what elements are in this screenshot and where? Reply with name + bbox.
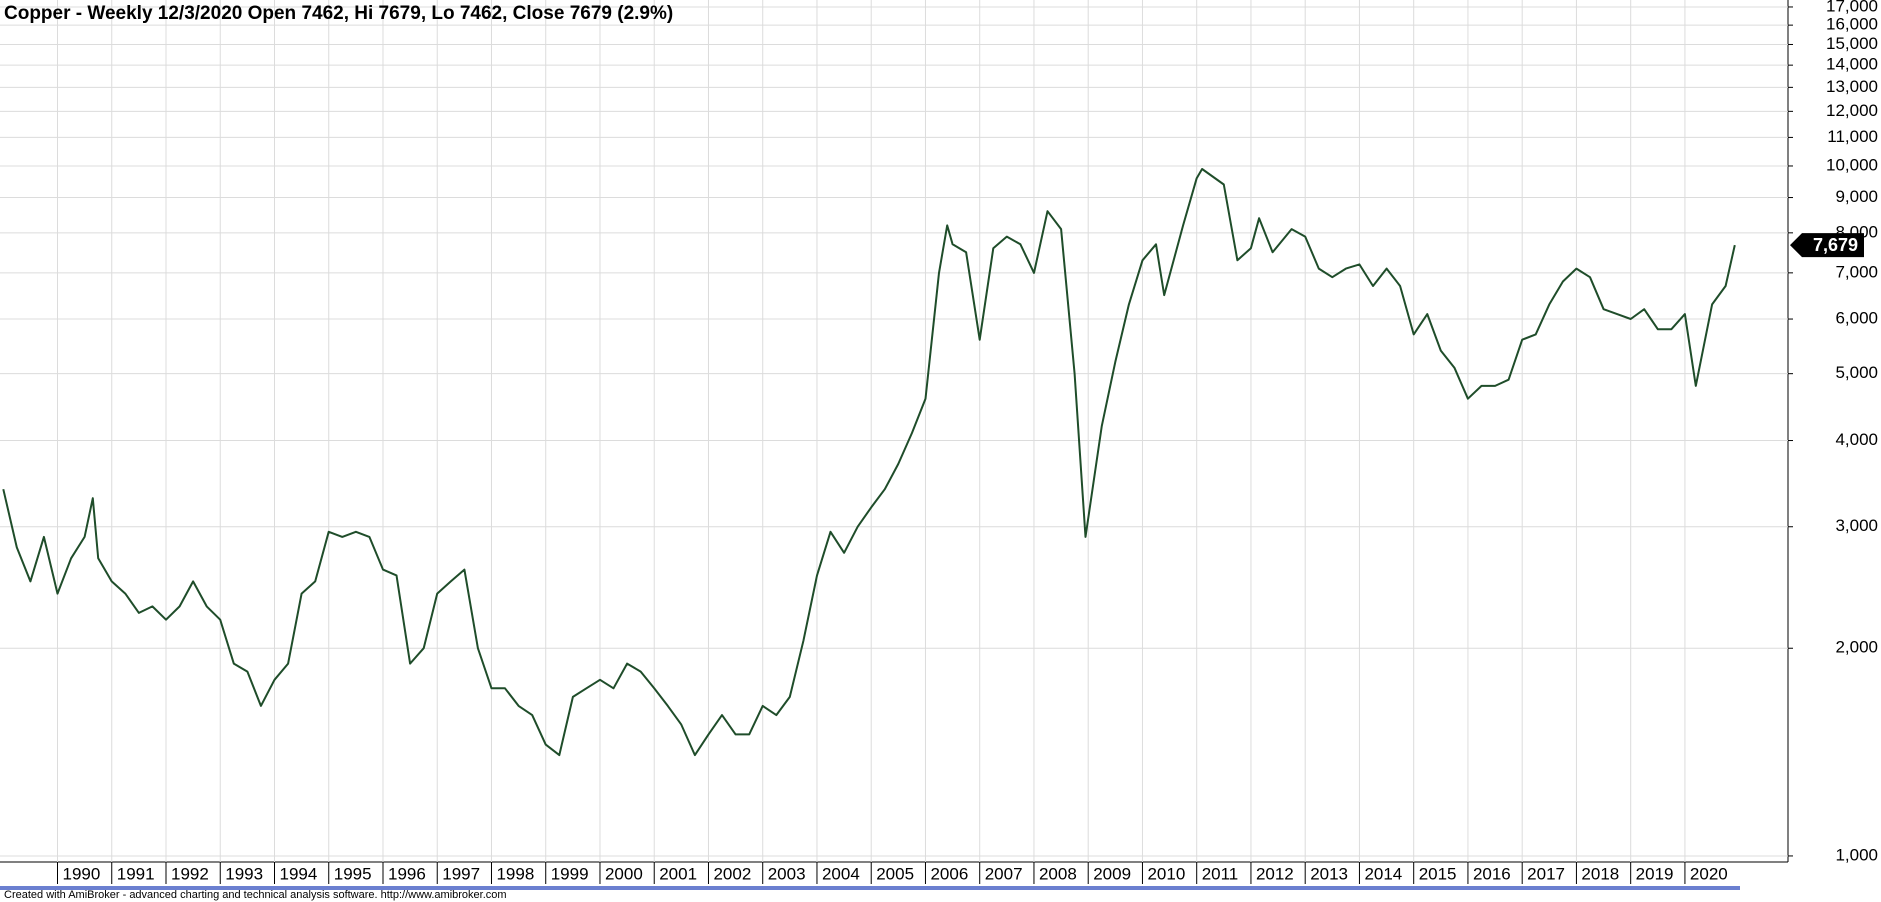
y-tick-label: 16,000 (1826, 15, 1878, 34)
x-tick-label: 2011 (1202, 864, 1239, 883)
x-tick-label: 1994 (279, 864, 317, 883)
x-tick-label: 2019 (1636, 864, 1674, 883)
x-tick-label: 2007 (985, 864, 1023, 883)
y-tick-label: 14,000 (1826, 55, 1878, 74)
x-tick-label: 1990 (63, 864, 101, 883)
x-tick-label: 2013 (1310, 864, 1348, 883)
price-line (2, 168, 1736, 757)
y-tick-label: 7,000 (1835, 262, 1878, 281)
x-tick-label: 2001 (659, 864, 697, 883)
x-tick-label: 1997 (442, 864, 480, 883)
y-tick-label: 6,000 (1835, 309, 1878, 328)
x-tick-label: 2017 (1527, 864, 1565, 883)
y-tick-label: 11,000 (1827, 127, 1878, 146)
x-tick-label: 2020 (1690, 864, 1728, 883)
footer-bar (0, 886, 1740, 890)
x-tick-label: 2006 (930, 864, 968, 883)
y-tick-label: 5,000 (1835, 363, 1878, 382)
y-tick-label: 4,000 (1835, 430, 1878, 449)
chart-title: Copper - Weekly 12/3/2020 Open 7462, Hi … (4, 3, 673, 24)
x-tick-label: 2003 (768, 864, 806, 883)
y-tick-label: 17,000 (1826, 0, 1878, 15)
y-tick-label: 9,000 (1835, 187, 1878, 206)
y-tick-label: 2,000 (1835, 638, 1878, 657)
y-tick-label: 3,000 (1835, 516, 1878, 535)
x-tick-label: 1999 (551, 864, 589, 883)
x-tick-label: 1993 (225, 864, 263, 883)
x-tick-label: 2010 (1147, 864, 1185, 883)
x-tick-label: 2009 (1093, 864, 1131, 883)
x-tick-label: 2016 (1473, 864, 1511, 883)
x-tick-label: 1996 (388, 864, 426, 883)
x-tick-label: 2002 (713, 864, 751, 883)
x-tick-label: 1991 (117, 864, 155, 883)
x-tick-label: 2005 (876, 864, 914, 883)
x-tick-label: 1998 (496, 864, 534, 883)
y-tick-label: 15,000 (1826, 34, 1878, 53)
y-tick-label: 12,000 (1826, 101, 1878, 120)
x-tick-label: 2018 (1581, 864, 1619, 883)
x-tick-label: 2012 (1256, 864, 1294, 883)
last-price-box (1790, 233, 1864, 258)
x-tick-label: 1995 (334, 864, 372, 883)
x-tick-label: 2004 (822, 864, 860, 883)
x-tick-label: 2000 (605, 864, 643, 883)
footer: Created with AmiBroker - advanced charti… (4, 889, 507, 901)
x-tick-label: 2015 (1419, 864, 1457, 883)
y-tick-label: 1,000 (1835, 845, 1878, 864)
x-tick-label: 2014 (1364, 864, 1402, 883)
last-price-label: 7,679 (1813, 235, 1858, 255)
y-tick-label: 10,000 (1826, 155, 1878, 174)
x-tick-label: 2008 (1039, 864, 1077, 883)
x-tick-label: 1992 (171, 864, 209, 883)
y-tick-label: 13,000 (1826, 77, 1878, 96)
